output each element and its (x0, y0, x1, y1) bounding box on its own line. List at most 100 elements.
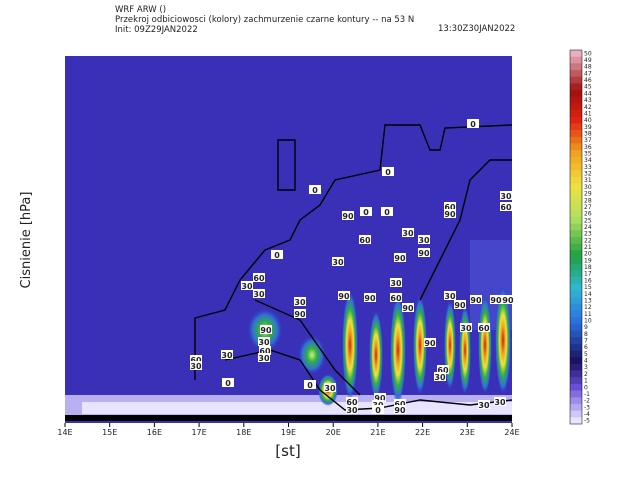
contour-label-bg (402, 228, 414, 237)
colorbar-swatch (570, 330, 582, 338)
colorbar-label: 16 (584, 277, 592, 284)
colorbar-swatch (570, 383, 582, 391)
contour-label: 90 (502, 296, 514, 305)
contour-label-bg (241, 281, 253, 290)
contour-label-bg (221, 350, 233, 359)
contour-label: 90 (260, 326, 272, 335)
colorbar-label: 21 (584, 244, 592, 251)
colorbar-swatch (570, 243, 582, 251)
colorbar-label: 38 (584, 130, 592, 137)
colorbar-swatch (570, 90, 582, 98)
contour-label: 30 (460, 324, 472, 333)
contour-label: 30 (494, 398, 506, 407)
colorbar-label: 4 (584, 358, 588, 365)
contour-line (224, 349, 513, 411)
contour-label-bg (259, 346, 271, 355)
colorbar-label: 9 (584, 324, 588, 331)
colorbar-swatch (570, 237, 582, 244)
x-tick-label: 19E (281, 428, 296, 437)
colorbar-swatch (570, 96, 582, 104)
contour-label-bg (271, 250, 283, 259)
colorbar-label: 15 (584, 284, 592, 291)
contour-label: 90 (444, 210, 456, 219)
colorbar-label: -1 (584, 391, 590, 398)
colorbar-swatch (570, 270, 582, 278)
contour-label: 90 (454, 301, 466, 310)
colorbar-label: 30 (584, 184, 592, 191)
contour-label-bg (372, 405, 384, 414)
cell (369, 310, 383, 400)
colorbar-swatch (570, 310, 582, 318)
colorbar-swatch (570, 263, 582, 271)
colorbar-swatch (570, 123, 582, 131)
contour-label-bg (372, 400, 384, 409)
contour-label-bg (258, 353, 270, 362)
contour-label: 30 (332, 258, 344, 267)
cell (390, 295, 406, 405)
contour-label: 90 (364, 294, 376, 303)
x-tick-label: 23E (460, 428, 475, 437)
contour-label-bg (324, 383, 336, 392)
colorbar-swatch (570, 363, 582, 371)
contour-label: 30 (258, 338, 270, 347)
colorbar-label: 26 (584, 211, 592, 218)
colorbar-swatch (570, 303, 582, 311)
contour-label-bg (494, 397, 506, 406)
colorbar-label: 29 (584, 191, 592, 198)
colorbar-swatch (570, 377, 582, 385)
colorbar-label: 28 (584, 197, 592, 204)
colorbar-label: -2 (584, 398, 590, 405)
contour-label-bg (402, 303, 414, 312)
contour-label: 90 (402, 304, 414, 313)
contour-label-bg (382, 167, 394, 176)
contour-label: 30 (346, 406, 358, 415)
colorbar-swatch (570, 196, 582, 204)
contour-label-bg (478, 323, 490, 332)
contour-label-bg (434, 372, 446, 381)
contour-label: 60 (390, 294, 402, 303)
colorbar-label: 31 (584, 177, 592, 184)
contour-label-bg (444, 291, 456, 300)
cloud-contours (65, 124, 513, 421)
colorbar-swatch (570, 417, 582, 425)
contour-label-bg (478, 400, 490, 409)
plot-background (65, 56, 512, 423)
contour-label: 90 (342, 212, 354, 221)
colorbar-swatch (570, 156, 582, 164)
contour-label: 90 (394, 254, 406, 263)
contour-label-bg (253, 289, 265, 298)
x-tick-label: 18E (236, 428, 251, 437)
colorbar-swatch (570, 76, 582, 84)
x-tick-label: 17E (191, 428, 206, 437)
contour-label: 60 (346, 398, 358, 407)
contour-label: 60 (190, 356, 202, 365)
contour-label: 30 (294, 298, 306, 307)
y-axis-label: Cisnienie [hPa] (19, 192, 34, 289)
colorbar-label: 6 (584, 344, 588, 351)
valid-time: 13:30Z30JAN2022 (438, 24, 515, 34)
colorbar-swatch (570, 250, 582, 258)
contour-label: 90 (470, 296, 482, 305)
contour-label: 90 (338, 292, 350, 301)
cell (495, 285, 511, 395)
contour-label-bg (342, 211, 354, 220)
colorbar-label: 14 (584, 291, 592, 298)
colorbar-swatch (570, 70, 582, 78)
cell (298, 335, 326, 375)
contour-label-bg (338, 291, 350, 300)
colorbar-label: 11 (584, 311, 592, 318)
contour-label: 30 (258, 354, 270, 363)
contour-label-bg (418, 235, 430, 244)
colorbar-label: 37 (584, 137, 592, 144)
colorbar-swatch (570, 410, 582, 418)
contour-label: 30 (444, 292, 456, 301)
contour-label: 30 (190, 362, 202, 371)
contour-label: 60 (437, 366, 449, 375)
contour-label: 0 (225, 379, 231, 388)
contour-label-bg (294, 309, 306, 318)
x-tick-label: 14E (57, 428, 72, 437)
colorbar-label: 0 (584, 384, 588, 391)
cell (342, 290, 358, 400)
x-tick-label: 22E (415, 428, 430, 437)
chart-title: Przekroj odbiciowosci (kolory) zachmurze… (115, 15, 414, 25)
